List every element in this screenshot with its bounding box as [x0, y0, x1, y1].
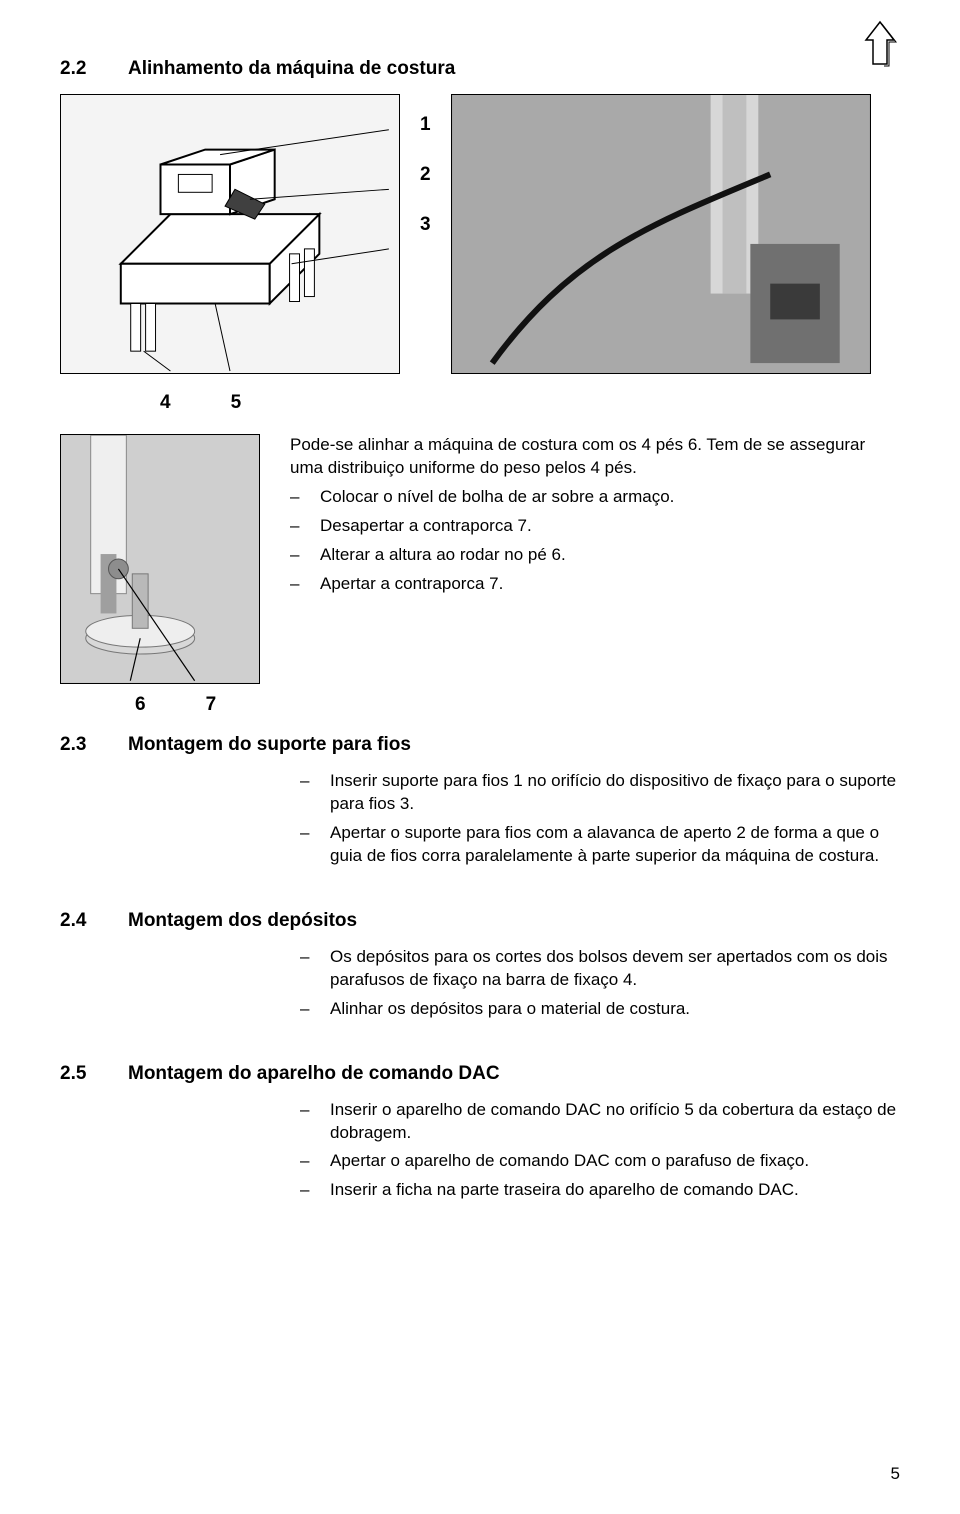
- list-item: Inserir suporte para fios 1 no orifício …: [300, 770, 900, 816]
- section-2-3-number: 2.3: [60, 734, 100, 756]
- list-item: Alterar a altura ao rodar no pé 6.: [290, 544, 900, 567]
- list-item: Alinhar os depósitos para o material de …: [300, 998, 900, 1021]
- section-2-2-title: Alinhamento da máquina de costura: [128, 58, 455, 80]
- list-item: Inserir a ficha na parte traseira do apa…: [300, 1179, 900, 1202]
- section-2-2-intro: Pode-se alinhar a máquina de costura com…: [290, 434, 900, 480]
- callout-3: 3: [420, 214, 431, 236]
- section-2-2-steps: Colocar o nível de bolha de ar sobre a a…: [290, 486, 900, 596]
- section-2-5-heading: 2.5 Montagem do aparelho de comando DAC: [60, 1063, 900, 1085]
- figure-row-2: Pode-se alinhar a máquina de costura com…: [60, 434, 900, 684]
- callout-5: 5: [231, 392, 242, 414]
- section-2-2-heading: 2.2 Alinhamento da máquina de costura: [60, 58, 900, 80]
- section-2-2-number: 2.2: [60, 58, 100, 80]
- list-item: Desapertar a contraporca 7.: [290, 515, 900, 538]
- callout-4: 4: [160, 392, 171, 414]
- figure-photo-foot: [60, 434, 260, 684]
- section-2-4-body: Os depósitos para os cortes dos bolsos d…: [300, 946, 900, 1021]
- page-number: 5: [891, 1464, 900, 1484]
- callout-2: 2: [420, 164, 431, 186]
- figure-1-callouts: 1 2 3: [420, 94, 431, 236]
- section-2-4-number: 2.4: [60, 910, 100, 932]
- section-2-4-heading: 2.4 Montagem dos depósitos: [60, 910, 900, 932]
- section-2-4-title: Montagem dos depósitos: [128, 910, 357, 932]
- section-2-3-steps: Inserir suporte para fios 1 no orifício …: [300, 770, 900, 868]
- figure-photo-1: [451, 94, 871, 374]
- section-2-3-body: Inserir suporte para fios 1 no orifício …: [300, 770, 900, 868]
- section-2-5-steps: Inserir o aparelho de comando DAC no ori…: [300, 1099, 900, 1203]
- list-item: Apertar o aparelho de comando DAC com o …: [300, 1150, 900, 1173]
- callout-1: 1: [420, 114, 431, 136]
- section-2-5-body: Inserir o aparelho de comando DAC no ori…: [300, 1099, 900, 1203]
- list-item: Apertar a contraporca 7.: [290, 573, 900, 596]
- list-item: Inserir o aparelho de comando DAC no ori…: [300, 1099, 900, 1145]
- section-2-2-body: Pode-se alinhar a máquina de costura com…: [290, 434, 900, 602]
- section-2-5-title: Montagem do aparelho de comando DAC: [128, 1063, 500, 1085]
- section-2-3-title: Montagem do suporte para fios: [128, 734, 411, 756]
- section-2-4-steps: Os depósitos para os cortes dos bolsos d…: [300, 946, 900, 1021]
- figure-machine-drawing: [60, 94, 400, 374]
- callout-6: 6: [135, 694, 146, 716]
- figure-3-callouts: 6 7: [135, 694, 900, 716]
- list-item: Colocar o nível de bolha de ar sobre a a…: [290, 486, 900, 509]
- section-2-3-heading: 2.3 Montagem do suporte para fios: [60, 734, 900, 756]
- section-2-5-number: 2.5: [60, 1063, 100, 1085]
- figure-row-1: 1 2 3: [60, 94, 900, 374]
- list-item: Os depósitos para os cortes dos bolsos d…: [300, 946, 900, 992]
- list-item: Apertar o suporte para fios com a alavan…: [300, 822, 900, 868]
- figure-1-callouts-below: 4 5: [160, 392, 900, 414]
- up-arrow-icon: [860, 20, 900, 70]
- callout-7: 7: [206, 694, 217, 716]
